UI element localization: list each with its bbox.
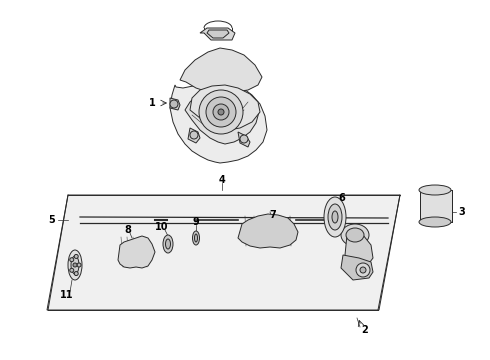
Text: 5: 5: [49, 215, 55, 225]
Text: 4: 4: [219, 175, 225, 185]
Ellipse shape: [419, 217, 451, 227]
Text: 1: 1: [148, 98, 155, 108]
Ellipse shape: [341, 224, 369, 246]
Circle shape: [74, 271, 78, 275]
Polygon shape: [200, 28, 235, 40]
Polygon shape: [170, 84, 267, 163]
Polygon shape: [170, 98, 180, 110]
Polygon shape: [190, 85, 260, 130]
Polygon shape: [238, 214, 298, 248]
Text: 2: 2: [362, 325, 368, 335]
Ellipse shape: [193, 231, 199, 245]
Polygon shape: [420, 190, 452, 222]
Circle shape: [240, 135, 248, 143]
Circle shape: [74, 255, 78, 258]
Polygon shape: [345, 235, 373, 268]
Polygon shape: [185, 88, 259, 144]
Text: 10: 10: [155, 222, 169, 232]
Polygon shape: [341, 255, 373, 280]
Circle shape: [190, 131, 198, 139]
Ellipse shape: [166, 239, 171, 249]
Ellipse shape: [346, 228, 364, 242]
Text: 11: 11: [60, 290, 74, 300]
Circle shape: [356, 263, 370, 277]
Polygon shape: [207, 30, 229, 38]
Circle shape: [199, 90, 243, 134]
Ellipse shape: [328, 204, 342, 230]
Text: 8: 8: [124, 225, 131, 235]
Ellipse shape: [195, 234, 197, 242]
Polygon shape: [180, 48, 262, 93]
Polygon shape: [238, 132, 250, 147]
Polygon shape: [188, 128, 200, 143]
Polygon shape: [118, 236, 155, 268]
Circle shape: [70, 258, 74, 262]
Ellipse shape: [324, 197, 346, 237]
Circle shape: [73, 263, 77, 267]
Circle shape: [360, 267, 366, 273]
Ellipse shape: [163, 235, 173, 253]
Circle shape: [213, 104, 229, 120]
Text: 9: 9: [193, 217, 199, 227]
Text: 7: 7: [270, 210, 276, 220]
Circle shape: [70, 268, 74, 272]
Text: 3: 3: [459, 207, 466, 217]
Text: 6: 6: [339, 193, 345, 203]
Ellipse shape: [332, 211, 338, 223]
Ellipse shape: [419, 185, 451, 195]
Ellipse shape: [68, 250, 82, 280]
Circle shape: [170, 100, 178, 108]
Ellipse shape: [71, 256, 79, 274]
Circle shape: [77, 263, 81, 267]
Polygon shape: [47, 195, 400, 310]
Circle shape: [206, 97, 236, 127]
Circle shape: [218, 109, 224, 115]
